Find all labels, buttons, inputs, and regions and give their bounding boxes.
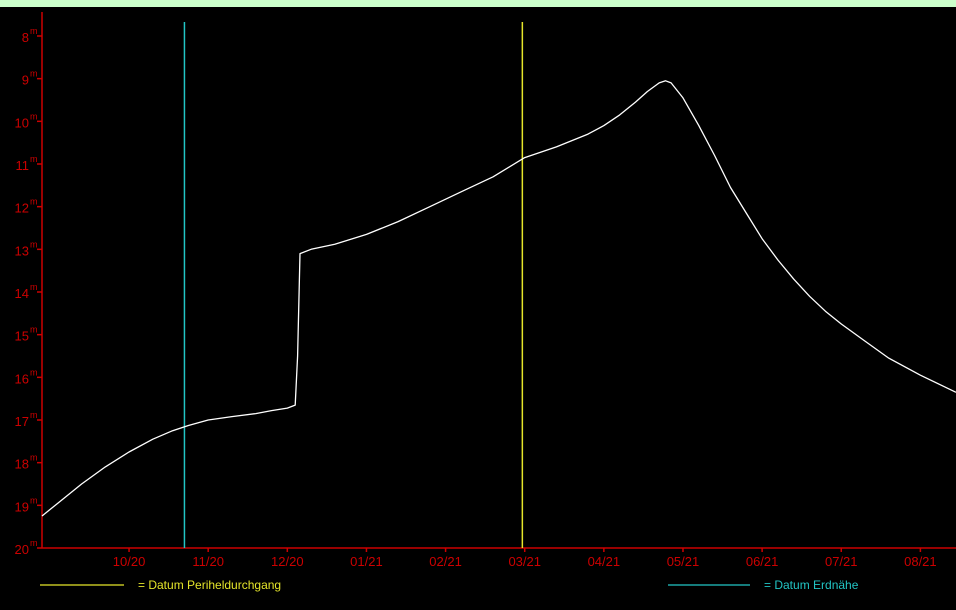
y-tick-unit: m — [30, 69, 38, 79]
y-tick-label: 10 m — [15, 111, 38, 130]
y-tick-unit: m — [30, 495, 38, 505]
y-tick-label: 13 m — [15, 239, 38, 258]
y-tick-value: 19 — [15, 499, 29, 514]
y-tick-value: 20 — [15, 542, 29, 557]
y-tick-value: 17 — [15, 414, 29, 429]
y-tick-label: 17 m — [15, 410, 38, 429]
y-tick-unit: m — [30, 367, 38, 377]
legend: = Datum Periheldurchgang = Datum Erdnähe — [40, 578, 859, 592]
y-tick-label: 18 m — [15, 453, 38, 472]
x-tick-label: 06/21 — [746, 554, 779, 569]
y-tick-label: 20 m — [15, 538, 38, 557]
y-tick-label: 15 m — [15, 325, 38, 344]
y-tick-unit: m — [30, 239, 38, 249]
magnitude-curve — [41, 80, 956, 517]
y-tick-unit: m — [30, 538, 38, 548]
x-tick-label: 08/21 — [904, 554, 937, 569]
y-tick-label: 16 m — [15, 367, 38, 386]
x-tick-label: 07/21 — [825, 554, 858, 569]
x-tick-label: 11/20 — [192, 554, 224, 569]
y-tick-label: 11 m — [16, 154, 38, 173]
y-ticks: 8 m9 m10 m11 m12 m13 m14 m15 m16 m17 m18 m19 m20 m — [15, 26, 42, 557]
x-tick-label: 05/21 — [667, 554, 700, 569]
y-tick-unit: m — [30, 197, 38, 207]
y-tick-value: 16 — [15, 371, 29, 386]
y-tick-value: 9 — [22, 73, 29, 88]
y-tick-value: 12 — [15, 201, 29, 216]
y-tick-label: 19 m — [15, 495, 38, 514]
y-tick-unit: m — [30, 453, 38, 463]
legend-label-perihel: = Datum Periheldurchgang — [138, 578, 281, 592]
y-tick-unit: m — [30, 111, 38, 121]
y-tick-value: 13 — [15, 243, 29, 258]
series-lines — [41, 80, 956, 517]
plot-background — [0, 7, 956, 610]
x-tick-label: 02/21 — [429, 554, 462, 569]
y-tick-unit: m — [30, 325, 38, 335]
y-tick-unit: m — [30, 26, 38, 36]
legend-label-erdnaehe: = Datum Erdnähe — [764, 578, 859, 592]
x-tick-label: 10/20 — [113, 554, 146, 569]
y-tick-label: 12 m — [15, 197, 38, 216]
y-tick-value: 18 — [15, 457, 29, 472]
vertical-markers — [183, 22, 524, 548]
y-tick-value: 11 — [16, 158, 30, 173]
x-tick-label: 03/21 — [508, 554, 541, 569]
y-tick-value: 10 — [15, 115, 29, 130]
y-tick-value: 14 — [15, 286, 29, 301]
x-ticks: 10/20 11/20 12/20 01/21 02/21 03/21 04/21 05/21… — [113, 548, 937, 569]
y-tick-value: 15 — [15, 329, 29, 344]
x-tick-label: 01/21 — [350, 554, 383, 569]
x-tick-label: 04/21 — [588, 554, 621, 569]
y-tick-unit: m — [30, 154, 38, 164]
x-tick-label: 12/20 — [271, 554, 304, 569]
axes — [41, 12, 956, 549]
y-tick-label: 14 m — [15, 282, 38, 301]
y-tick-unit: m — [30, 410, 38, 420]
y-tick-value: 8 — [22, 30, 29, 45]
y-tick-unit: m — [30, 282, 38, 292]
